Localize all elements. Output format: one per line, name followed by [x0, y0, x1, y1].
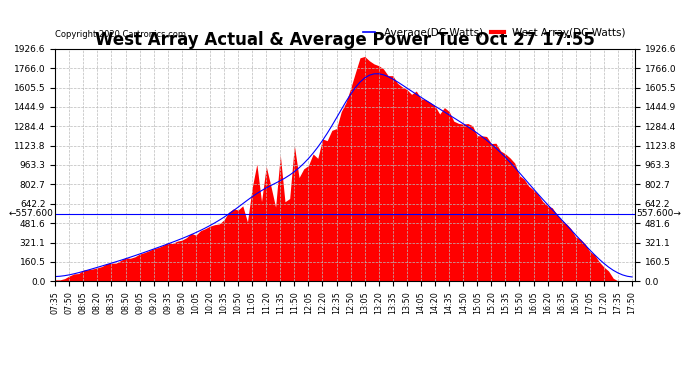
- Text: Copyright 2020 Cartronics.com: Copyright 2020 Cartronics.com: [55, 30, 186, 39]
- Text: 557.600→: 557.600→: [637, 210, 682, 219]
- Title: West Array Actual & Average Power Tue Oct 27 17:55: West Array Actual & Average Power Tue Oc…: [95, 31, 595, 49]
- Legend: Average(DC Watts), West Array(DC Watts): Average(DC Watts), West Array(DC Watts): [359, 24, 629, 42]
- Text: ←557.600: ←557.600: [8, 210, 53, 219]
